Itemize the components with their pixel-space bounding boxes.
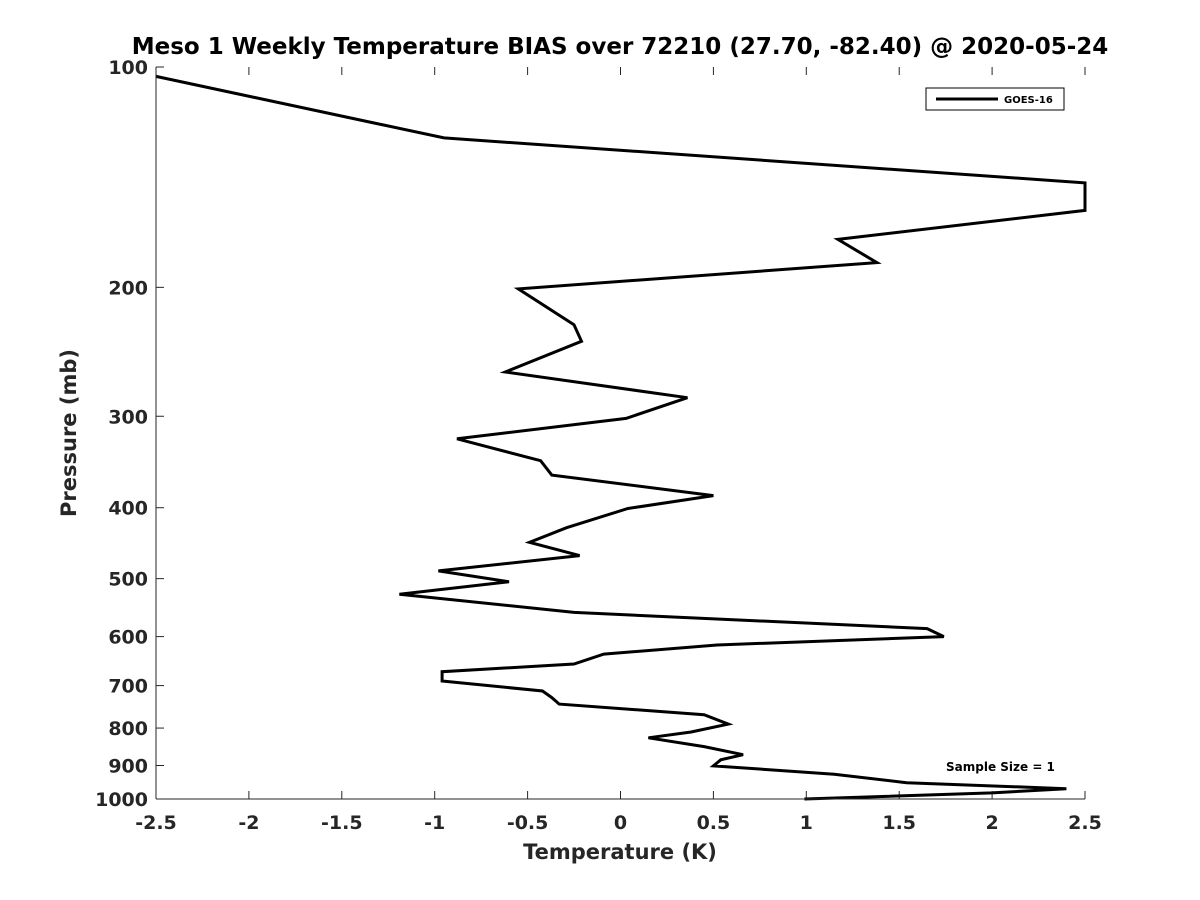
y-tick-label: 600 xyxy=(108,627,148,649)
y-tick-label: 800 xyxy=(108,718,148,740)
y-tick-label: 500 xyxy=(108,569,148,591)
y-tick-label: 100 xyxy=(108,57,148,79)
x-axis-label: Temperature (K) xyxy=(523,840,717,864)
legend: GOES-16 xyxy=(925,87,1065,111)
y-tick-label: 1000 xyxy=(95,789,148,811)
plot-area xyxy=(156,67,1085,799)
x-tick-label: -0.5 xyxy=(507,812,549,834)
y-tick-label: 900 xyxy=(108,756,148,778)
x-tick-label: 2 xyxy=(985,812,998,834)
x-tick-label: 2.5 xyxy=(1068,812,1102,834)
series-layer xyxy=(155,74,1087,801)
plot-background xyxy=(156,67,1085,799)
x-tick-label: -1.5 xyxy=(321,812,363,834)
y-tick-label: 700 xyxy=(108,676,148,698)
x-tick-label: 1 xyxy=(800,812,813,834)
x-tick-label: 1.5 xyxy=(882,812,916,834)
y-axis-label: Pressure (mb) xyxy=(57,349,81,517)
y-tick-label: 200 xyxy=(108,277,148,299)
chart-title: Meso 1 Weekly Temperature BIAS over 7221… xyxy=(132,34,1109,60)
series-line-goes-16 xyxy=(155,74,1087,801)
x-tick-label: 0.5 xyxy=(697,812,731,834)
x-tick-label: -2 xyxy=(238,812,259,834)
axis-ticks: -2.5 -2 -1.5 -1 -0.5 0 0.5 1 1.5 2 2.5 100 200 300 400… xyxy=(95,57,1102,834)
y-tick-label: 400 xyxy=(108,498,148,520)
x-tick-label: -2.5 xyxy=(135,812,177,834)
sample-size-annotation: Sample Size = 1 xyxy=(946,760,1055,774)
y-tick-label: 300 xyxy=(108,406,148,428)
x-tick-label: -1 xyxy=(424,812,445,834)
legend-label-goes-16: GOES-16 xyxy=(1004,95,1053,106)
x-tick-label: 0 xyxy=(614,812,627,834)
